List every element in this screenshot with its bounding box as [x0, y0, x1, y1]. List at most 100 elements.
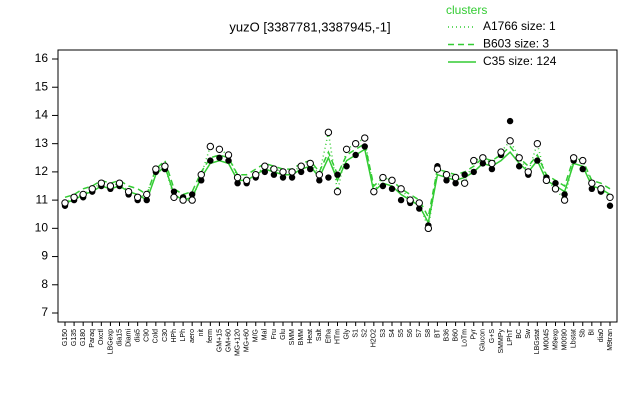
- open-point: [179, 196, 187, 204]
- open-point: [170, 193, 178, 201]
- x-tick-label: M0045: [543, 329, 550, 351]
- open-point: [579, 156, 587, 165]
- filled-point: [198, 177, 205, 184]
- x-tick-label: SMM: [289, 329, 296, 346]
- y-tick-label: 7: [41, 305, 48, 319]
- filled-point: [534, 157, 541, 164]
- x-tick-label: Salt: [316, 329, 323, 341]
- open-point: [560, 196, 569, 204]
- x-tick-label: Sw: [525, 328, 532, 339]
- filled-point: [479, 160, 487, 167]
- x-tick-label: ferm: [207, 329, 214, 343]
- x-tick-label: dia15: [116, 329, 123, 346]
- open-point: [569, 154, 578, 162]
- y-tick-label: 14: [35, 108, 49, 122]
- x-tick-label: LoTm: [462, 329, 469, 347]
- open-point: [97, 179, 106, 187]
- filled-point: [379, 182, 387, 190]
- x-tick-label: S1: [353, 329, 360, 338]
- open-point: [551, 185, 560, 193]
- open-point: [442, 171, 451, 179]
- filled-point: [488, 165, 496, 173]
- x-tick-label: Oxctl: [98, 329, 105, 345]
- open-point: [188, 196, 196, 204]
- open-point: [533, 139, 542, 148]
- x-tick-label: Sb: [580, 329, 587, 338]
- filled-point: [216, 154, 223, 161]
- filled-point: [297, 168, 305, 176]
- open-point: [460, 179, 469, 187]
- x-tick-label: Pyr: [471, 328, 478, 339]
- x-tick-label: LPhT: [507, 328, 514, 345]
- open-point: [215, 145, 224, 154]
- open-point: [506, 137, 514, 145]
- open-point: [406, 196, 414, 204]
- open-point: [370, 187, 378, 196]
- filled-point: [307, 165, 314, 173]
- open-point: [106, 182, 115, 190]
- open-point: [524, 168, 532, 176]
- open-point: [70, 193, 78, 201]
- open-point: [61, 199, 69, 207]
- y-tick-label: 11: [36, 192, 49, 206]
- open-point: [124, 187, 133, 196]
- y-tick-label: 9: [41, 249, 48, 263]
- x-tick-label: S3: [380, 329, 387, 338]
- x-tick-label: G+S: [489, 329, 496, 344]
- x-tick-label: Diami: [125, 329, 132, 347]
- open-point: [233, 173, 242, 182]
- filled-point: [270, 171, 278, 178]
- x-tick-label: dia0: [598, 329, 605, 342]
- open-point: [597, 185, 605, 193]
- x-tick-label: GM+15: [216, 329, 223, 352]
- open-point: [433, 165, 442, 173]
- x-tick-label: Gly: [343, 329, 350, 340]
- filled-point: [461, 171, 468, 178]
- open-point: [397, 185, 405, 193]
- x-tick-label: G180: [80, 329, 87, 346]
- x-tick-label: BI: [589, 329, 596, 336]
- open-point: [242, 176, 251, 185]
- filled-point: [452, 179, 459, 187]
- x-tick-label: LBGstat: [534, 329, 541, 354]
- x-tick-label: HPh: [171, 329, 178, 343]
- open-point: [588, 179, 596, 187]
- x-tick-label: C30: [162, 329, 169, 342]
- filled-point: [288, 174, 296, 181]
- filled-point: [188, 191, 196, 198]
- x-tick-label: BMM: [298, 329, 305, 346]
- open-point: [342, 145, 351, 154]
- x-tick-label: MG+60: [244, 329, 251, 352]
- x-tick-label: S6: [407, 329, 414, 338]
- open-point: [324, 128, 333, 137]
- open-point: [152, 165, 160, 173]
- open-point: [424, 224, 433, 233]
- x-tick-label: S5: [398, 329, 405, 338]
- x-tick-label: Etha: [325, 329, 332, 344]
- plot-frame: [57, 49, 618, 323]
- y-tick-label: 16: [35, 51, 49, 65]
- open-point: [270, 165, 278, 173]
- open-point: [415, 199, 423, 207]
- filled-point: [352, 151, 359, 159]
- filled-point: [334, 171, 341, 178]
- open-point: [143, 190, 151, 199]
- open-point: [161, 162, 169, 170]
- open-point: [206, 142, 215, 151]
- filled-point: [261, 168, 269, 176]
- y-tick-label: 15: [35, 79, 49, 93]
- filled-point: [207, 157, 214, 164]
- y-tick-label: 10: [35, 221, 49, 235]
- open-point: [351, 139, 360, 148]
- x-tick-label: MG+120: [234, 329, 241, 356]
- filled-point: [552, 179, 559, 187]
- x-tick-label: Glu: [280, 329, 287, 340]
- x-tick-label: B60: [452, 329, 459, 342]
- open-point: [197, 171, 205, 179]
- open-point: [297, 162, 305, 170]
- legend-label: B603 size: 3: [483, 37, 549, 51]
- x-tick-label: SMMPy: [498, 329, 505, 354]
- open-point: [497, 148, 505, 156]
- x-tick-label: G135: [71, 329, 78, 346]
- filled-point: [225, 157, 232, 164]
